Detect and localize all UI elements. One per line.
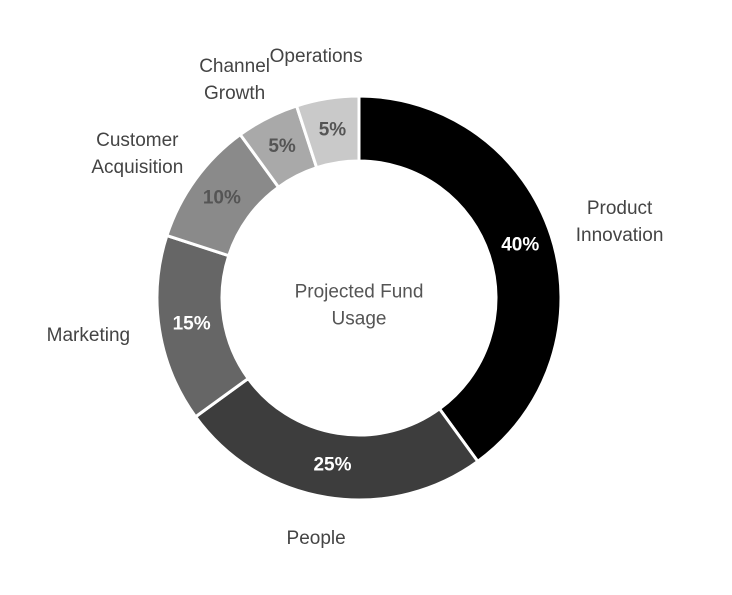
value-label: 25% — [313, 454, 351, 475]
category-label: Customer Acquisition — [91, 130, 183, 178]
donut-slice — [193, 376, 480, 502]
category-label: Product Innovation — [576, 198, 664, 246]
category-label: Marketing — [47, 325, 130, 346]
category-label: People — [287, 528, 346, 549]
category-label: Operations — [270, 46, 363, 67]
value-label: 5% — [319, 120, 347, 141]
donut-slice — [294, 94, 361, 170]
value-label: 15% — [173, 314, 211, 335]
value-label: 40% — [501, 235, 539, 256]
category-label: Channel Growth — [199, 56, 270, 104]
value-label: 10% — [203, 187, 241, 208]
value-label: 5% — [268, 136, 296, 157]
donut-slice — [357, 94, 563, 464]
chart-title: Projected Fund Usage — [295, 282, 424, 330]
